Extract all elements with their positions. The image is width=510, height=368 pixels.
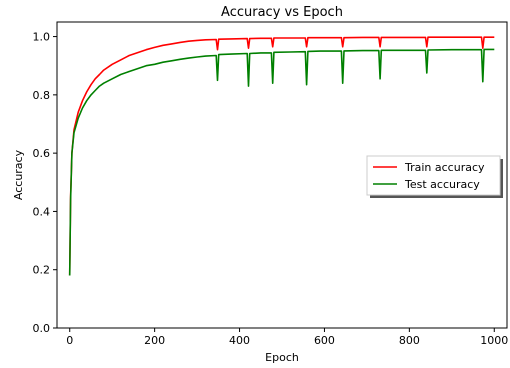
x-axis-label: Epoch <box>265 351 299 364</box>
x-tick-label: 800 <box>399 334 420 347</box>
x-tick-label: 200 <box>144 334 165 347</box>
x-axis: 0 200 400 600 800 1000 <box>66 328 508 347</box>
x-tick-label: 600 <box>314 334 335 347</box>
legend-label-test: Test accuracy <box>404 178 480 191</box>
plot-area <box>68 36 495 276</box>
legend-box <box>366 155 501 196</box>
legend: Train accuracy Test accuracy <box>366 155 503 198</box>
x-tick-label: 0 <box>66 334 73 347</box>
y-tick-label: 1.0 <box>33 31 51 44</box>
series-line-train <box>68 36 495 276</box>
x-tick-label: 1000 <box>480 334 508 347</box>
legend-label-train: Train accuracy <box>404 161 485 174</box>
y-axis: 0.0 0.2 0.4 0.6 0.8 1.0 <box>33 31 57 335</box>
y-tick-label: 0.2 <box>33 264 51 277</box>
y-axis-label: Accuracy <box>12 149 25 200</box>
y-tick-label: 0.4 <box>33 205 51 218</box>
x-tick-label: 400 <box>229 334 250 347</box>
series-line-test <box>68 48 495 276</box>
chart-title: Accuracy vs Epoch <box>221 5 343 20</box>
y-tick-label: 0.8 <box>33 89 51 102</box>
y-tick-label: 0.0 <box>33 322 51 335</box>
y-tick-label: 0.6 <box>33 147 51 160</box>
plot-frame <box>56 21 508 329</box>
